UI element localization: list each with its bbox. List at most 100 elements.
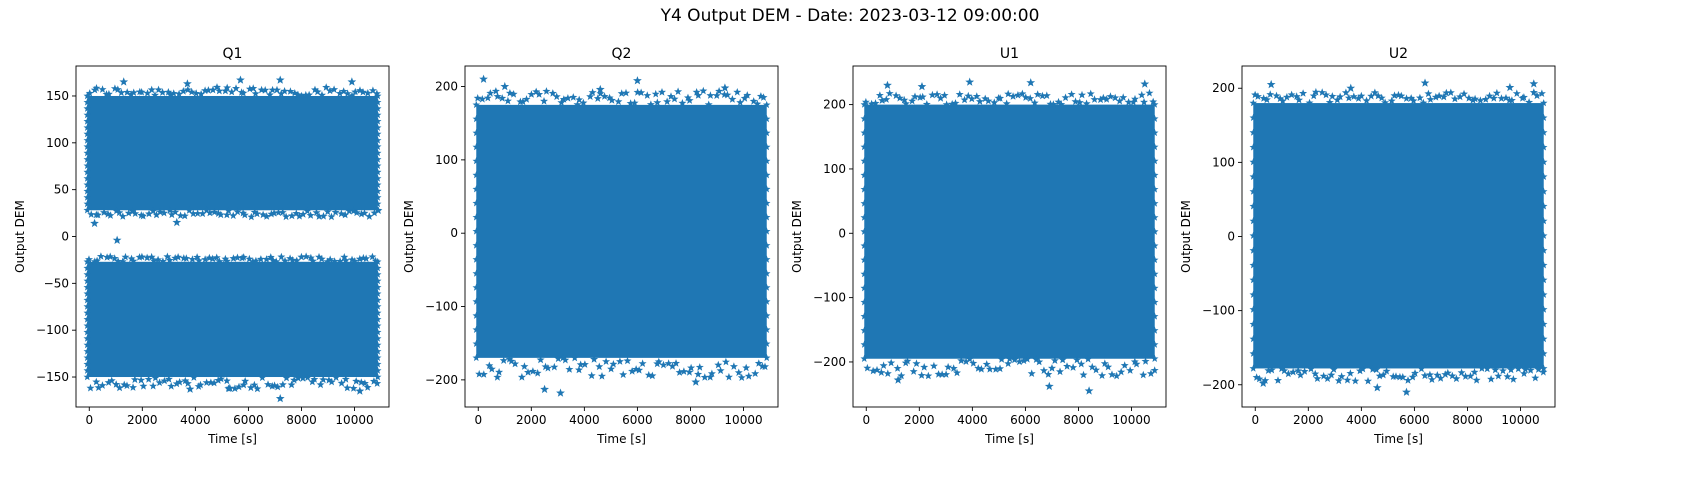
data-point (1141, 357, 1150, 365)
data-point (1337, 372, 1346, 380)
data-point (472, 283, 481, 291)
data-point (352, 377, 361, 385)
data-point (83, 142, 92, 150)
data-point (143, 253, 152, 262)
data-point (1539, 231, 1548, 239)
data-point (1249, 143, 1258, 151)
data-point (373, 296, 382, 304)
data-point (90, 257, 99, 265)
x-tick-label: 10000 (724, 413, 762, 427)
data-point (1009, 92, 1017, 100)
data-point (1294, 366, 1303, 375)
data-point (593, 94, 602, 102)
data-point (1491, 365, 1500, 374)
data-point (1147, 369, 1155, 377)
data-point (292, 256, 301, 265)
data-point (373, 283, 382, 291)
data-point (1150, 255, 1159, 264)
x-tick-label: 0 (474, 413, 482, 427)
data-point (373, 199, 382, 208)
x-tick-label: 0 (862, 413, 870, 427)
data-point (83, 347, 92, 355)
data-point (672, 359, 680, 367)
data-point (563, 94, 572, 102)
data-point (885, 89, 894, 97)
data-point (1341, 88, 1350, 97)
data-point (83, 174, 92, 182)
data-point (1539, 113, 1548, 121)
x-tick-label: 2000 (904, 413, 935, 427)
data-point (991, 365, 1000, 373)
data-point (128, 207, 137, 215)
data-point (1078, 90, 1086, 99)
data-point (1010, 355, 1019, 364)
data-point (694, 370, 703, 378)
data-point (1417, 364, 1426, 373)
data-point (98, 85, 107, 93)
data-point (303, 373, 312, 382)
x-tick-label: 8000 (286, 413, 317, 427)
data-point (1266, 79, 1276, 89)
data-point (1529, 79, 1539, 88)
data-point (1487, 375, 1496, 383)
data-point (288, 256, 297, 264)
data-point (860, 241, 869, 249)
data-point (210, 208, 219, 216)
data-point (164, 375, 173, 383)
data-point (499, 356, 508, 364)
data-point (575, 95, 584, 104)
data-point (319, 375, 328, 384)
data-point (183, 85, 192, 94)
data-point (762, 297, 771, 305)
data-point (685, 96, 694, 104)
data-point (762, 143, 771, 151)
y-tick-label: 50 (54, 183, 69, 197)
data-point (664, 359, 673, 367)
data-point (720, 83, 730, 92)
data-point (940, 91, 949, 99)
data-point (762, 114, 771, 123)
data-point (1539, 364, 1548, 372)
data-point (1264, 366, 1273, 374)
data-point (295, 212, 304, 220)
data-point (1389, 372, 1398, 380)
data-point (341, 210, 350, 219)
data-point (213, 83, 221, 91)
data-point (1026, 78, 1036, 87)
data-point (1539, 217, 1548, 225)
x-tick-label: 2000 (516, 413, 547, 427)
data-point (280, 87, 289, 95)
data-point (1509, 375, 1518, 383)
data-point (356, 86, 364, 94)
data-point (903, 356, 912, 365)
data-point (185, 384, 195, 393)
data-point (860, 100, 869, 108)
data-point (893, 364, 902, 372)
data-point (359, 88, 367, 96)
data-point (630, 98, 639, 107)
data-point (762, 129, 771, 137)
data-band-0 (1253, 103, 1544, 369)
data-point (540, 97, 548, 105)
data-point (860, 185, 869, 193)
data-point (1305, 98, 1314, 107)
data-point (938, 370, 947, 378)
data-point (165, 256, 174, 264)
data-point (678, 99, 687, 107)
data-point (302, 252, 311, 260)
data-point (86, 383, 95, 392)
data-point (734, 368, 743, 377)
data-point (208, 254, 217, 263)
data-point (1539, 335, 1548, 343)
data-point (83, 130, 92, 138)
data-point (933, 90, 942, 98)
data-point (278, 380, 287, 389)
data-point (479, 74, 488, 83)
data-point (83, 366, 92, 374)
data-point (595, 84, 605, 94)
data-point (160, 376, 169, 385)
data-point (996, 94, 1005, 102)
data-point (373, 206, 382, 214)
data-point (1030, 98, 1039, 107)
data-point (762, 171, 771, 179)
